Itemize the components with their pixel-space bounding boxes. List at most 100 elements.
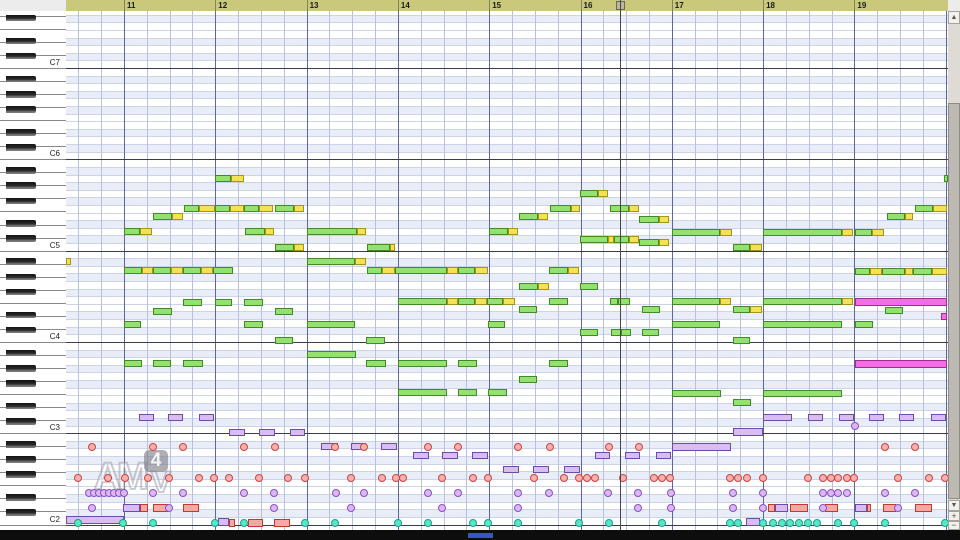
midi-note-yellow-tail[interactable] (294, 244, 304, 251)
drum-event-purple[interactable] (514, 504, 522, 512)
midi-note-purple[interactable] (218, 518, 229, 526)
midi-note-purple[interactable] (625, 452, 640, 459)
drum-event-purple[interactable] (514, 489, 522, 497)
drum-event-cyan[interactable] (795, 519, 803, 527)
drum-event-purple[interactable] (881, 489, 889, 497)
midi-note-green[interactable] (580, 190, 598, 197)
midi-note-green[interactable] (610, 205, 629, 212)
midi-note-green[interactable] (183, 267, 201, 274)
drum-event-red[interactable] (255, 474, 263, 482)
piano-key-black[interactable] (6, 471, 36, 478)
drum-event-purple[interactable] (604, 489, 612, 497)
midi-note-green[interactable] (580, 329, 598, 336)
midi-note-green[interactable] (307, 258, 355, 265)
midi-note-yellow-tail[interactable] (355, 258, 366, 265)
midi-note-green[interactable] (763, 298, 842, 305)
midi-note-yellow-tail[interactable] (629, 205, 639, 212)
midi-note-green[interactable] (458, 360, 477, 367)
midi-note-green[interactable] (367, 267, 382, 274)
drum-event-purple[interactable] (424, 489, 432, 497)
drum-event-red[interactable] (454, 443, 462, 451)
drum-event-purple[interactable] (759, 504, 767, 512)
midi-note-yellow-tail[interactable] (172, 213, 183, 220)
midi-note-green[interactable] (398, 298, 447, 305)
midi-note-green[interactable] (458, 389, 477, 396)
drum-event-red[interactable] (514, 443, 522, 451)
midi-note-green[interactable] (124, 321, 141, 328)
piano-key-black[interactable] (6, 182, 36, 189)
drum-event-purple[interactable] (240, 489, 248, 497)
midi-note-yellow-tail[interactable] (538, 283, 549, 290)
piano-key-black[interactable] (6, 106, 36, 113)
midi-note-purple[interactable] (672, 443, 731, 451)
midi-note-green[interactable] (398, 389, 447, 396)
midi-note-green[interactable] (488, 389, 507, 396)
drum-event-cyan[interactable] (813, 519, 821, 527)
drum-event-cyan[interactable] (850, 519, 858, 527)
midi-note-purple[interactable] (733, 428, 763, 436)
midi-note-yellow-tail[interactable] (475, 298, 487, 305)
midi-note-purple[interactable] (290, 429, 305, 436)
drum-event-purple[interactable] (759, 489, 767, 497)
midi-note-green[interactable] (733, 306, 750, 313)
midi-note-green[interactable] (885, 307, 903, 314)
drum-event-red[interactable] (734, 474, 742, 482)
drum-event-red[interactable] (469, 474, 477, 482)
drum-event-purple[interactable] (667, 504, 675, 512)
drum-event-red[interactable] (88, 443, 96, 451)
drum-event-purple[interactable] (360, 489, 368, 497)
midi-note-purple[interactable] (931, 414, 946, 421)
midi-note-purple[interactable] (869, 414, 884, 421)
zoom-out-button[interactable]: − (948, 521, 960, 530)
midi-note-yellow-tail[interactable] (720, 298, 731, 305)
midi-note-yellow-tail[interactable] (382, 267, 395, 274)
drum-event-red[interactable] (759, 474, 767, 482)
piano-key-black[interactable] (6, 197, 36, 205)
midi-note-green[interactable] (307, 228, 357, 235)
midi-note-purple[interactable] (381, 443, 397, 450)
midi-note-green[interactable] (672, 298, 720, 305)
drum-event-red[interactable] (726, 474, 734, 482)
piano-key-black[interactable] (6, 326, 36, 334)
drum-event-cyan[interactable] (484, 519, 492, 527)
midi-note-purple[interactable] (139, 414, 154, 421)
midi-note-magenta[interactable] (855, 360, 947, 368)
midi-note-purple[interactable] (595, 452, 610, 459)
piano-key-black[interactable] (6, 364, 36, 372)
piano-key-black[interactable] (6, 128, 36, 136)
midi-note-yellow-tail[interactable] (659, 239, 669, 246)
midi-note-green[interactable] (215, 205, 230, 212)
midi-note-yellow-tail[interactable] (294, 205, 304, 212)
piano-key-black[interactable] (6, 311, 36, 319)
drum-event-red[interactable] (179, 443, 187, 451)
midi-note-purple[interactable] (564, 466, 580, 473)
midi-note-yellow-tail[interactable] (598, 190, 608, 197)
drum-event-cyan[interactable] (786, 519, 794, 527)
midi-note-salmon[interactable] (915, 504, 932, 512)
drum-event-cyan[interactable] (658, 519, 666, 527)
midi-note-green[interactable] (124, 267, 142, 274)
drum-event-cyan[interactable] (769, 519, 777, 527)
drum-event-red[interactable] (74, 474, 82, 482)
midi-note-green[interactable] (458, 267, 475, 274)
midi-note-green[interactable] (913, 268, 932, 275)
midi-note-green[interactable] (184, 205, 199, 212)
piano-keyboard[interactable]: C7 C6 C5 C4 C3 C2 (0, 11, 67, 530)
midi-note-yellow-tail[interactable] (230, 205, 244, 212)
midi-note-yellow-tail[interactable] (842, 298, 853, 305)
midi-note-green[interactable] (183, 299, 202, 306)
piano-roll-grid[interactable]: A M V 4 (66, 11, 948, 530)
drum-event-purple[interactable] (454, 489, 462, 497)
drum-event-cyan[interactable] (514, 519, 522, 527)
midi-note-green[interactable] (244, 299, 263, 306)
midi-note-purple[interactable] (259, 429, 275, 436)
midi-note-green[interactable] (275, 308, 293, 315)
midi-note-purple[interactable] (839, 414, 854, 421)
drum-event-cyan[interactable] (240, 519, 248, 527)
drum-event-red[interactable] (743, 474, 751, 482)
midi-note-green[interactable] (183, 360, 203, 367)
drum-event-purple[interactable] (270, 504, 278, 512)
drum-event-cyan[interactable] (575, 519, 583, 527)
midi-note-green[interactable] (124, 228, 140, 235)
midi-note-green[interactable] (398, 360, 447, 367)
